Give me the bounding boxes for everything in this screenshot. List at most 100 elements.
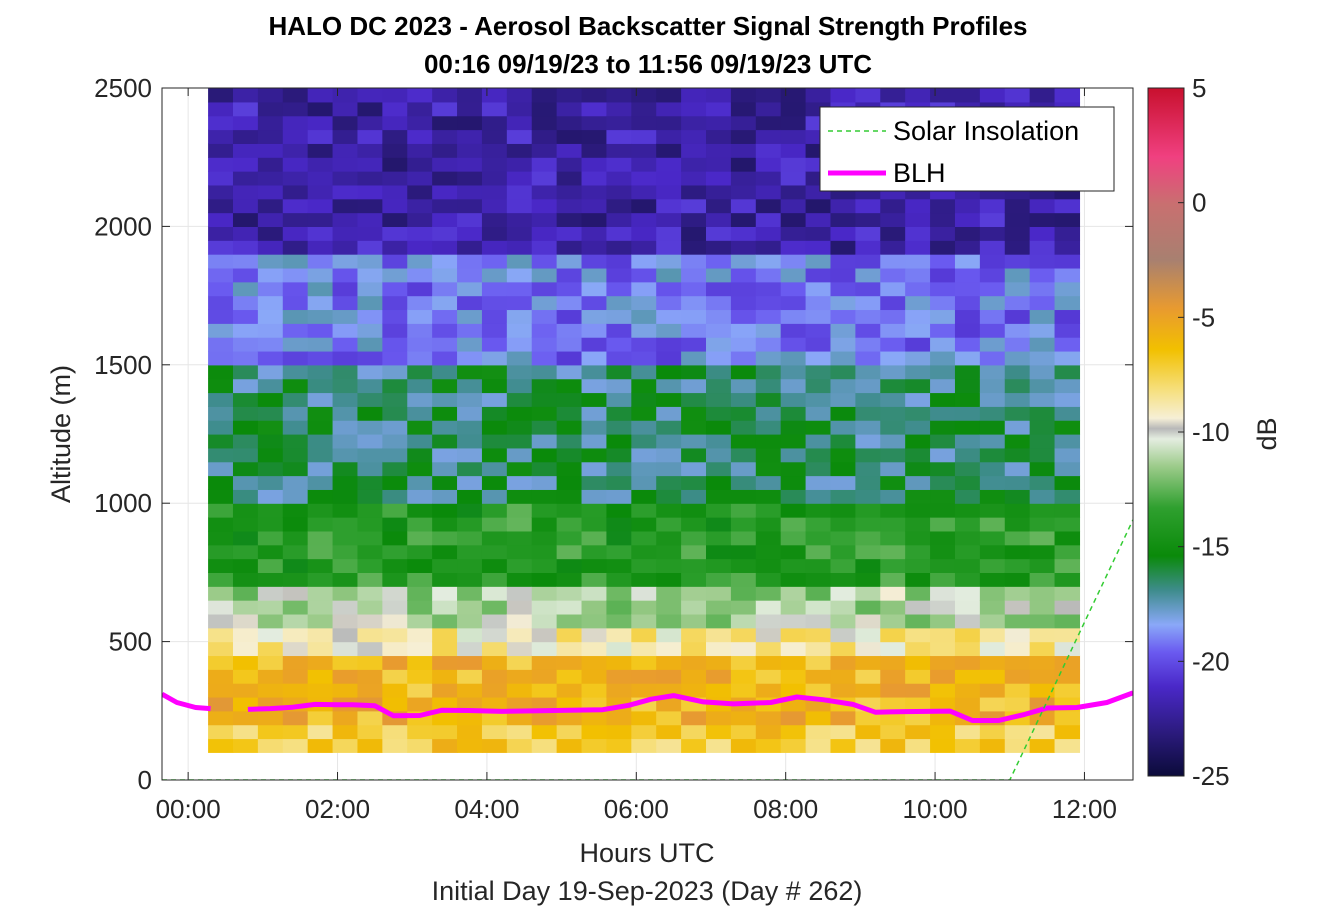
heatmap-cell xyxy=(232,171,259,186)
heatmap-cell xyxy=(432,655,458,670)
heatmap-cell xyxy=(581,364,608,380)
heatmap-cell xyxy=(855,613,881,629)
heatmap-cell xyxy=(755,226,782,241)
heatmap-cell xyxy=(706,613,732,629)
heatmap-cell xyxy=(880,696,906,712)
heatmap-cell xyxy=(930,586,956,601)
heatmap-cell xyxy=(307,503,334,518)
heatmap-cell xyxy=(1004,226,1031,241)
heatmap-cell xyxy=(232,544,259,560)
heatmap-cell xyxy=(382,240,408,255)
heatmap-cell xyxy=(780,475,807,490)
heatmap-cell xyxy=(531,364,558,380)
heatmap-cell xyxy=(930,641,956,657)
heatmap-cell xyxy=(730,254,757,269)
heatmap-cell xyxy=(805,254,832,269)
heatmap-cell xyxy=(1004,281,1031,297)
heatmap-cell xyxy=(481,627,508,643)
heatmap-cell xyxy=(307,613,334,629)
heatmap-cell xyxy=(805,530,832,546)
heatmap-cell xyxy=(556,378,583,394)
heatmap-cell xyxy=(930,669,956,684)
heatmap-cell xyxy=(805,738,832,753)
heatmap-cell xyxy=(506,517,533,532)
heatmap-cell xyxy=(257,392,284,407)
heatmap-cell xyxy=(880,461,906,477)
heatmap-cell xyxy=(332,254,359,269)
heatmap-cell xyxy=(457,738,483,753)
heatmap-cell xyxy=(1054,517,1081,532)
heatmap-cell xyxy=(556,475,583,490)
heatmap-cell xyxy=(730,683,757,698)
heatmap-cell xyxy=(432,683,458,698)
heatmap-cell xyxy=(457,655,483,670)
heatmap-cell xyxy=(755,613,782,629)
heatmap-cell xyxy=(606,669,632,684)
heatmap-cell xyxy=(257,475,284,490)
heatmap-cell xyxy=(855,489,881,504)
heatmap-cell xyxy=(979,738,1006,753)
heatmap-cell xyxy=(730,489,757,504)
heatmap-cell xyxy=(631,710,657,726)
heatmap-cell xyxy=(855,434,881,449)
heatmap-cell xyxy=(531,198,558,214)
heatmap-cell xyxy=(755,724,782,740)
heatmap-cell xyxy=(332,198,359,214)
heatmap-cell xyxy=(1004,572,1031,587)
heatmap-cell xyxy=(208,254,234,269)
heatmap-cell xyxy=(556,558,583,573)
heatmap-cell xyxy=(606,738,632,753)
heatmap-cell xyxy=(282,558,309,573)
heatmap-cell xyxy=(805,641,832,657)
heatmap-cell xyxy=(1004,461,1031,477)
heatmap-cell xyxy=(755,240,782,255)
heatmap-cell xyxy=(1054,558,1081,573)
heatmap-cell xyxy=(432,447,458,463)
heatmap-cell xyxy=(880,572,906,587)
heatmap-cell xyxy=(481,420,508,435)
heatmap-cell xyxy=(681,295,707,311)
heatmap-cell xyxy=(730,572,757,587)
heatmap-cell xyxy=(407,655,433,670)
heatmap-cell xyxy=(730,600,757,615)
heatmap-cell xyxy=(481,392,508,407)
heatmap-cell xyxy=(706,226,732,241)
heatmap-cell xyxy=(1004,420,1031,435)
heatmap-cell xyxy=(631,558,657,573)
heatmap-cell xyxy=(656,295,682,311)
heatmap-cell xyxy=(830,655,856,670)
heatmap-cell xyxy=(382,461,408,477)
heatmap-cell xyxy=(357,281,383,297)
heatmap-cell xyxy=(631,157,657,172)
heatmap-cell xyxy=(232,475,259,490)
heatmap-cell xyxy=(531,724,558,740)
heatmap-cell xyxy=(307,489,334,504)
heatmap-cell xyxy=(307,254,334,269)
heatmap-cell xyxy=(979,586,1006,601)
heatmap-cell xyxy=(1029,378,1056,394)
heatmap-cell xyxy=(357,530,383,546)
heatmap-cell xyxy=(407,600,433,615)
heatmap-cell xyxy=(805,683,832,698)
heatmap-cell xyxy=(282,434,309,449)
heatmap-cell xyxy=(232,281,259,297)
heatmap-cell xyxy=(631,323,657,338)
heatmap-cell xyxy=(631,655,657,670)
legend-box xyxy=(819,106,1115,192)
heatmap-cell xyxy=(357,350,383,366)
heatmap-cell xyxy=(257,323,284,338)
heatmap-cell xyxy=(979,88,1006,103)
heatmap-cell xyxy=(257,530,284,546)
heatmap-cell xyxy=(481,434,508,449)
heatmap-cell xyxy=(1004,669,1031,684)
heatmap-cell xyxy=(606,655,632,670)
heatmap-cell xyxy=(905,655,931,670)
heatmap-cell xyxy=(307,558,334,573)
heatmap-cell xyxy=(581,143,608,158)
heatmap-cell xyxy=(531,143,558,158)
heatmap-cell xyxy=(855,655,881,670)
heatmap-cell xyxy=(1054,434,1081,449)
heatmap-cell xyxy=(880,392,906,407)
heatmap-cell xyxy=(432,171,458,186)
heatmap-cell xyxy=(307,724,334,740)
